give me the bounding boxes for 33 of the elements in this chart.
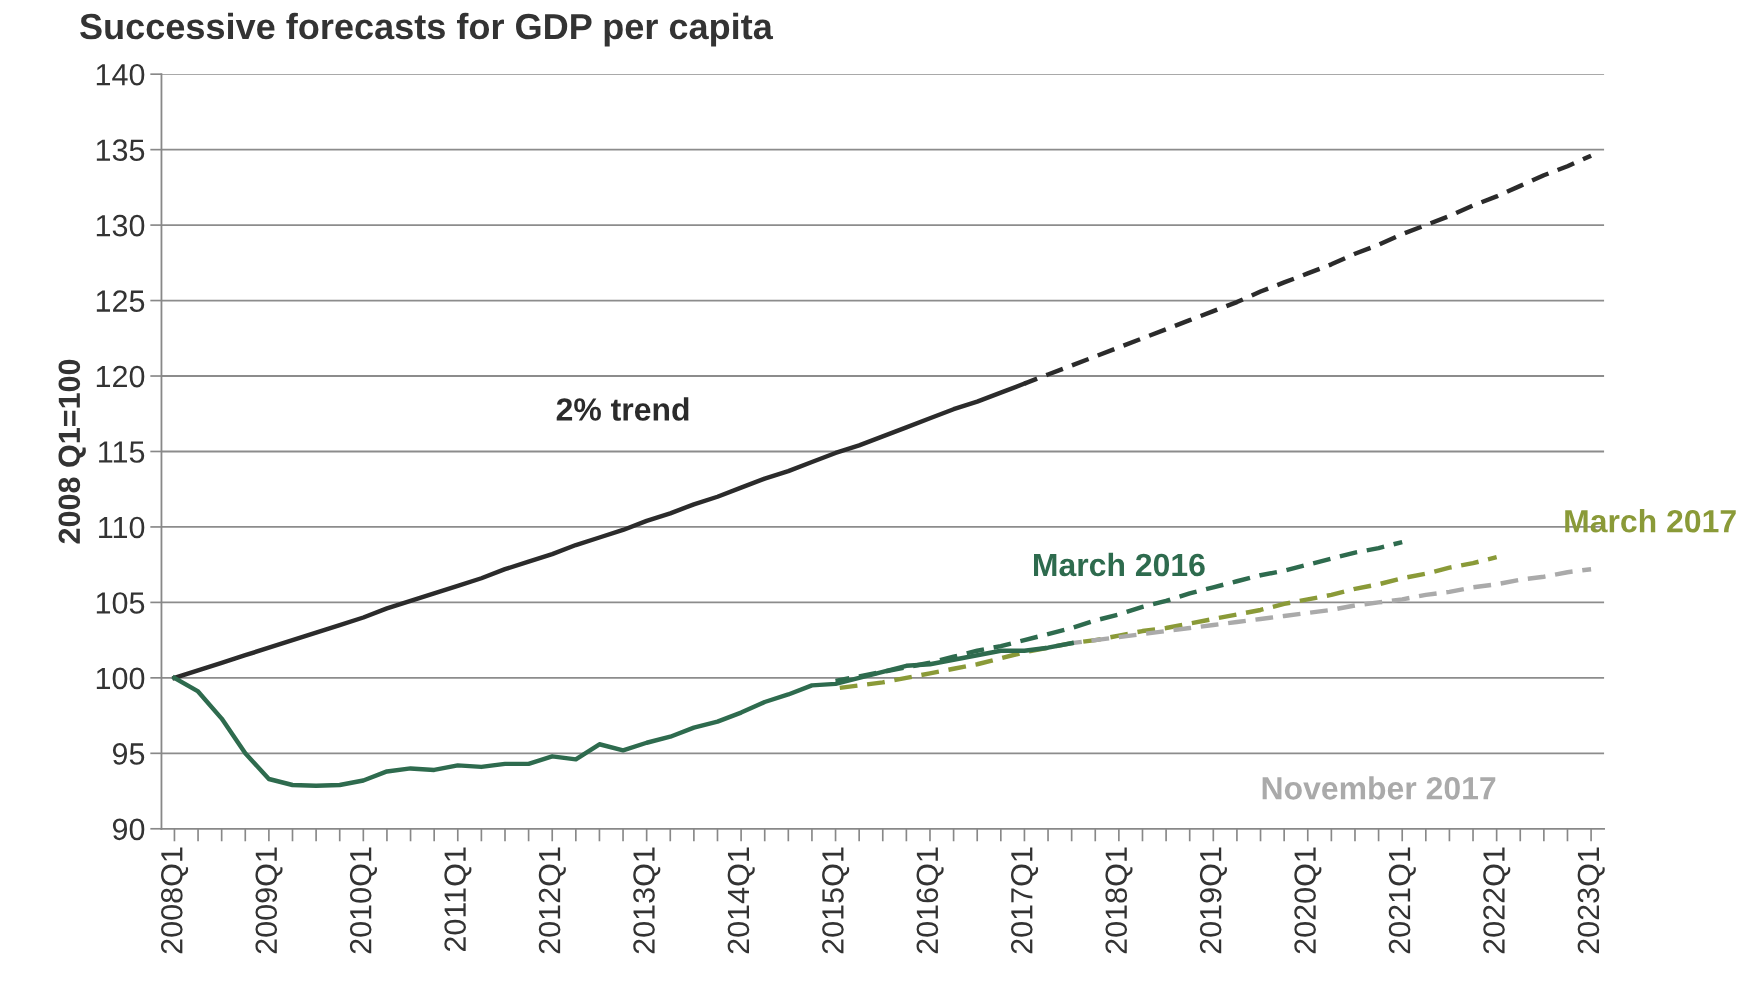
- x-tick-label: 2020Q1: [1294, 847, 1322, 954]
- y-tick-label: 100: [96, 667, 145, 690]
- x-tick-label: 2010Q1: [349, 847, 377, 954]
- y-tick-label: 110: [99, 516, 145, 539]
- x-tick-label: 2009Q1: [255, 847, 283, 954]
- y-tick-label: 105: [96, 592, 145, 614]
- x-tick-label: 2023Q1: [1577, 847, 1605, 954]
- x-tick-label: 2021Q1: [1388, 847, 1416, 954]
- x-tick-label: 2013Q1: [633, 847, 661, 954]
- x-tick-label: 2017Q1: [1010, 847, 1039, 954]
- text: November 2017: [1262, 776, 1496, 800]
- text: 2% trend: [556, 397, 689, 421]
- y-tick-label: 135: [96, 139, 145, 162]
- y-tick-label: 90: [112, 818, 145, 841]
- x-tick-label: 2019Q1: [1199, 847, 1227, 954]
- chart-title: Successive forecasts for GDP per capita: [80, 12, 774, 47]
- text: March 2017: [1565, 509, 1736, 533]
- x-tick-label: 2018Q1: [1105, 847, 1133, 954]
- y-tick-label: 125: [96, 290, 145, 312]
- y-tick-label: 120: [96, 365, 145, 388]
- x-tick-label: 2014Q1: [727, 847, 755, 954]
- y-tick-label: 130: [96, 214, 145, 237]
- x-tick-label: 2016Q1: [916, 847, 944, 954]
- y-tick-label: 140: [96, 63, 145, 86]
- x-tick-label: 2015Q1: [822, 847, 850, 954]
- y-tick-label: 115: [99, 441, 145, 463]
- y-tick-label: 95: [112, 743, 145, 765]
- x-tick-label: 2008Q1: [161, 847, 189, 954]
- series-label: March 2016: [1034, 552, 1205, 577]
- y-axis-title: 2008 Q1=100: [58, 359, 86, 544]
- x-tick-label: 2011Q1: [444, 847, 472, 952]
- x-tick-label: 2012Q1: [538, 847, 566, 954]
- x-tick-label: 2022Q1: [1483, 847, 1511, 954]
